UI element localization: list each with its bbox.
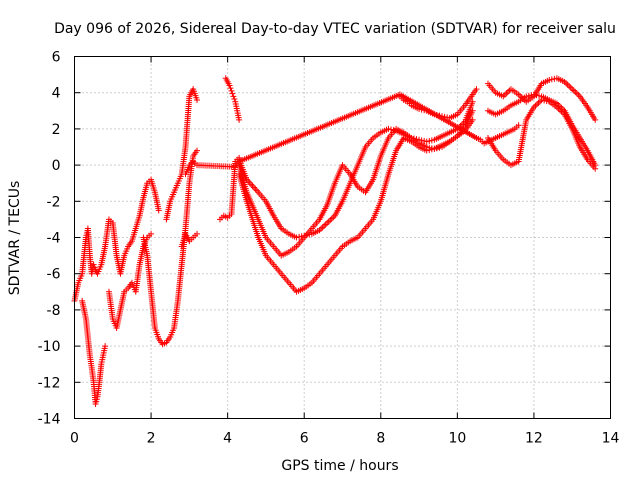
x-tick-label: 0: [70, 431, 79, 447]
trace-marker: [390, 127, 397, 134]
data-point: [431, 145, 438, 152]
data-point: [301, 232, 308, 239]
data-point: [423, 144, 430, 150]
x-tick-label: 10: [448, 431, 466, 447]
data-point: [538, 96, 545, 103]
series-s16: [182, 91, 522, 178]
y-tick-label: -8: [47, 303, 61, 319]
trace-marker: [525, 92, 532, 99]
y-tick-label: -4: [47, 231, 61, 247]
trace-marker: [306, 231, 313, 238]
data-point: [523, 93, 530, 100]
data-point: [90, 261, 97, 268]
data-point: [148, 230, 155, 237]
trace-marker: [418, 137, 425, 144]
series-s11: [236, 98, 476, 241]
series-s2: [79, 297, 109, 408]
data-point: [226, 82, 233, 89]
series-s13: [484, 75, 599, 123]
trace-marker: [91, 264, 98, 271]
data-point: [530, 91, 537, 98]
series-s5: [163, 86, 201, 223]
trace-marker: [548, 76, 555, 83]
y-tick-label: 6: [52, 50, 61, 66]
trace-marker: [298, 233, 305, 240]
trace-marker: [296, 233, 303, 240]
series-s1: [71, 176, 162, 304]
y-tick-label: -6: [47, 267, 61, 283]
data-point: [473, 86, 480, 93]
trace-marker: [426, 137, 433, 144]
trace-marker: [303, 232, 310, 239]
x-tick-label: 12: [525, 431, 543, 447]
data-point: [408, 134, 415, 141]
data-point: [194, 96, 201, 103]
y-tick-label: 4: [52, 86, 61, 102]
data-point: [194, 230, 201, 237]
data-point: [155, 207, 162, 214]
data-point: [469, 107, 476, 114]
data-point: [230, 93, 237, 100]
trace-marker: [426, 144, 433, 151]
series-s6: [178, 230, 201, 250]
trace-marker: [227, 85, 234, 92]
x-tick-label: 4: [223, 431, 232, 447]
data-point: [293, 234, 300, 241]
x-axis-label: GPS time / hours: [281, 458, 398, 474]
trace-marker: [528, 92, 535, 99]
trace-marker: [428, 145, 435, 152]
data-point: [515, 122, 522, 129]
trace-marker: [533, 92, 540, 99]
trace-marker: [229, 90, 236, 97]
trace-marker: [428, 137, 435, 144]
y-tick-label: 0: [52, 158, 61, 174]
x-tick-label: 8: [376, 431, 385, 447]
trace-marker: [387, 126, 394, 133]
series-s8: [222, 75, 243, 123]
y-tick-label: -10: [38, 339, 61, 355]
trace-marker: [543, 98, 550, 105]
data-point: [469, 116, 476, 123]
data-point: [194, 147, 201, 154]
data-point: [416, 136, 423, 143]
data-point: [385, 125, 392, 132]
tick-labels: 0 2 4 6 8 10 12 14 -14 -12 -10 -8 -6 -4 -2 0 2 4 6: [38, 50, 620, 447]
trace-marker: [541, 97, 548, 104]
trace-marker: [536, 92, 543, 99]
data-point: [592, 165, 599, 172]
trace-marker: [410, 135, 417, 142]
series-s15: [484, 96, 599, 172]
data-points: [71, 75, 599, 408]
data-point: [228, 87, 235, 94]
y-tick-label: -2: [47, 194, 61, 210]
data-point: [546, 77, 553, 84]
data-point: [236, 116, 243, 123]
trace-marker: [231, 96, 238, 103]
y-tick-label: -14: [38, 412, 61, 428]
y-tick-label: 2: [52, 122, 61, 138]
x-tick-label: 14: [602, 431, 620, 447]
trace-marker: [421, 137, 428, 144]
axis-ticks: [74, 56, 611, 419]
trace-marker: [436, 144, 443, 151]
data-point: [423, 138, 430, 145]
data-point: [102, 343, 109, 350]
data-point: [469, 98, 476, 105]
x-tick-label: 6: [300, 431, 309, 447]
data-point: [592, 116, 599, 123]
y-tick-label: -12: [38, 375, 61, 391]
trace-marker: [433, 145, 440, 152]
y-axis-label: SDTVAR / TECUs: [7, 181, 23, 296]
trace-marker: [413, 136, 420, 143]
x-tick-label: 2: [147, 431, 156, 447]
chart-title: Day 096 of 2026, Sidereal Day-to-day VTE…: [54, 21, 616, 37]
